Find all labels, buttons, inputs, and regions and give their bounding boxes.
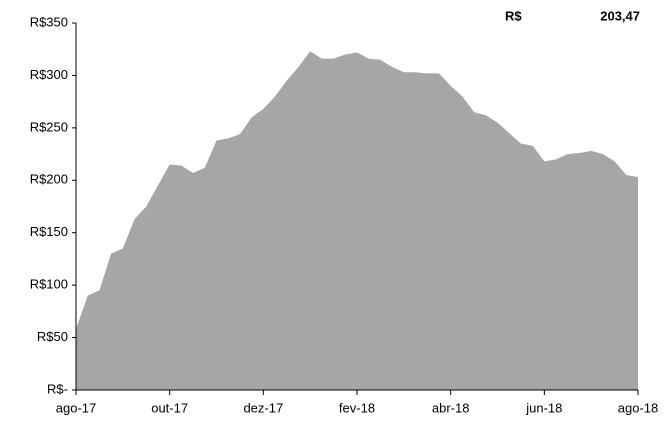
y-tick-label: R$200	[30, 172, 68, 187]
x-tick-label: abr-18	[432, 400, 470, 415]
x-tick-label: ago-18	[618, 400, 658, 415]
annotation-value: 203,47	[600, 8, 640, 23]
y-tick-label: R$50	[37, 329, 68, 344]
x-tick-label: dez-17	[243, 400, 283, 415]
y-tick-label: R$350	[30, 14, 68, 29]
x-tick-label: out-17	[151, 400, 188, 415]
y-tick-label: R$250	[30, 119, 68, 134]
x-tick-label: fev-18	[339, 400, 375, 415]
y-tick-label: R$150	[30, 224, 68, 239]
annotation-currency: R$	[505, 8, 522, 23]
area	[76, 51, 638, 390]
y-tick-label: R$100	[30, 277, 68, 292]
x-tick-label: jun-18	[525, 400, 562, 415]
x-tick-label: ago-17	[56, 400, 96, 415]
y-tick-label: R$300	[30, 67, 68, 82]
y-tick-label: R$-	[47, 381, 68, 396]
